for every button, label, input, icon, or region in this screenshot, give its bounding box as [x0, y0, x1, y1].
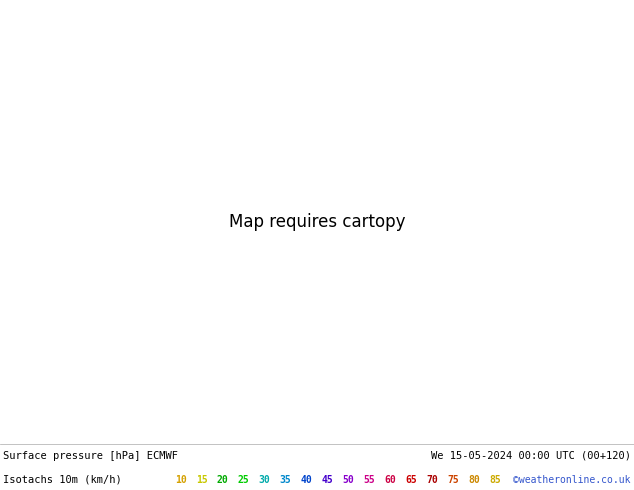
- Text: Isotachs 10m (km/h): Isotachs 10m (km/h): [3, 475, 122, 485]
- Text: Map requires cartopy: Map requires cartopy: [229, 213, 405, 231]
- Text: 15: 15: [196, 475, 207, 485]
- Text: 20: 20: [217, 475, 229, 485]
- Text: ©weatheronline.co.uk: ©weatheronline.co.uk: [514, 475, 631, 485]
- Text: 70: 70: [427, 475, 439, 485]
- Text: 75: 75: [448, 475, 460, 485]
- Text: We 15-05-2024 00:00 UTC (00+120): We 15-05-2024 00:00 UTC (00+120): [431, 450, 631, 461]
- Text: 25: 25: [238, 475, 250, 485]
- Text: 55: 55: [364, 475, 375, 485]
- Text: Surface pressure [hPa] ECMWF: Surface pressure [hPa] ECMWF: [3, 450, 178, 461]
- Text: 80: 80: [469, 475, 481, 485]
- Text: 60: 60: [385, 475, 397, 485]
- Text: 10: 10: [175, 475, 186, 485]
- Text: 35: 35: [280, 475, 292, 485]
- Text: 85: 85: [490, 475, 501, 485]
- Text: 65: 65: [406, 475, 418, 485]
- Text: 40: 40: [301, 475, 313, 485]
- Text: 45: 45: [322, 475, 333, 485]
- Text: 50: 50: [343, 475, 354, 485]
- Text: 30: 30: [259, 475, 271, 485]
- Text: 90: 90: [511, 475, 522, 485]
